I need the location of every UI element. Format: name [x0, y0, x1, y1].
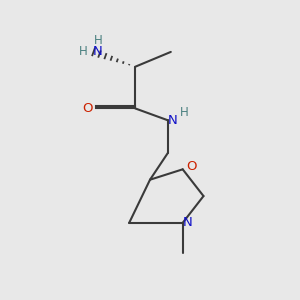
Text: H: H	[180, 106, 189, 119]
Text: O: O	[186, 160, 197, 173]
Text: N: N	[93, 45, 103, 58]
Text: N: N	[167, 114, 177, 127]
Text: O: O	[82, 102, 93, 115]
Text: H: H	[79, 45, 88, 58]
Text: H: H	[94, 34, 102, 46]
Text: N: N	[182, 216, 192, 229]
